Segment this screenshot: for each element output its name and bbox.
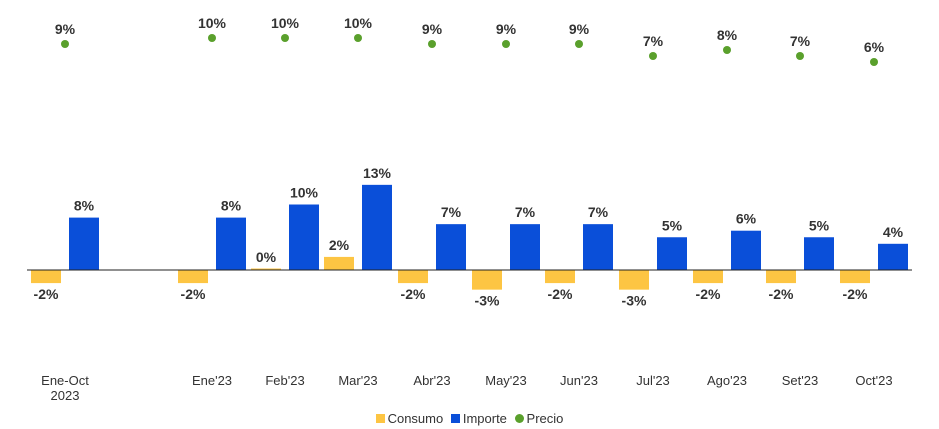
legend-swatch-consumo	[375, 413, 385, 423]
label-importe-abr-23: 7%	[441, 204, 462, 220]
bar-importe-set-23	[804, 237, 834, 270]
precio-dots-layer	[61, 34, 878, 66]
dot-precio-ene-oct-2023	[61, 40, 69, 48]
label-precio-set-23: 7%	[790, 33, 811, 49]
label-precio-oct-23: 6%	[864, 39, 885, 55]
label-importe-ene-oct-2023: 8%	[74, 198, 95, 214]
tick-label-feb-23: Feb'23	[265, 373, 304, 388]
bar-consumo-abr-23	[398, 270, 428, 284]
bar-consumo-feb-23	[251, 268, 281, 270]
dot-precio-jul-23	[649, 52, 657, 60]
data-labels-layer: -2% 8% 9% -2% 8% 10% 0% 10% 10% 2% 13% 10% -2% 7% 9% -3…	[34, 15, 904, 309]
label-importe-set-23: 5%	[809, 217, 830, 233]
bars-layer	[31, 184, 908, 290]
label-consumo-oct-23: -2%	[843, 286, 868, 302]
bar-importe-jul-23	[657, 237, 687, 270]
label-precio-feb-23: 10%	[271, 15, 300, 31]
bar-importe-jun-23	[583, 224, 613, 270]
bar-consumo-jul-23	[619, 270, 649, 290]
label-consumo-ago-23: -2%	[696, 286, 721, 302]
bar-consumo-ene-oct-2023	[31, 270, 61, 284]
label-precio-mar-23: 10%	[344, 15, 373, 31]
legend-item-importe: Importe	[450, 410, 507, 426]
bar-importe-abr-23	[436, 224, 466, 270]
tick-label-may-23: May'23	[485, 373, 527, 388]
label-importe-may-23: 7%	[515, 204, 536, 220]
legend-item-consumo: Consumo	[375, 410, 444, 426]
bar-consumo-set-23	[766, 270, 796, 284]
label-importe-ago-23: 6%	[736, 211, 757, 227]
bar-consumo-mar-23	[324, 256, 354, 270]
label-importe-mar-23: 13%	[363, 165, 392, 181]
bar-importe-mar-23	[362, 184, 392, 270]
label-consumo-mar-23: 2%	[329, 237, 350, 253]
tick-label-jul-23: Jul'23	[636, 373, 670, 388]
label-importe-ene-23: 8%	[221, 198, 242, 214]
dot-precio-feb-23	[281, 34, 289, 42]
dot-precio-abr-23	[428, 40, 436, 48]
legend-item-precio: Precio	[514, 410, 564, 426]
dot-precio-set-23	[796, 52, 804, 60]
label-precio-jul-23: 7%	[643, 33, 664, 49]
legend: Consumo Importe Precio	[0, 409, 939, 426]
tick-label-abr-23: Abr'23	[413, 373, 450, 388]
legend-label-precio: Precio	[526, 410, 564, 426]
label-consumo-feb-23: 0%	[256, 249, 277, 265]
x-axis-ticks: Ene-Oct 2023 Ene'23 Feb'23 Mar'23 Abr'23 May'2…	[41, 373, 892, 403]
label-precio-may-23: 9%	[496, 21, 517, 37]
label-consumo-abr-23: -2%	[401, 286, 426, 302]
label-importe-oct-23: 4%	[883, 224, 904, 240]
label-precio-ene-oct-2023: 9%	[55, 21, 76, 37]
tick-label-mar-23: Mar'23	[338, 373, 377, 388]
bar-importe-oct-23	[878, 243, 908, 270]
label-consumo-set-23: -2%	[769, 286, 794, 302]
dot-precio-ene-23	[208, 34, 216, 42]
dot-precio-mar-23	[354, 34, 362, 42]
label-consumo-ene-23: -2%	[181, 286, 206, 302]
tick-label-oct-23: Oct'23	[855, 373, 892, 388]
legend-label-consumo: Consumo	[387, 410, 444, 426]
label-importe-jun-23: 7%	[588, 204, 609, 220]
legend-swatch-importe	[450, 413, 460, 423]
dot-precio-jun-23	[575, 40, 583, 48]
dot-precio-ago-23	[723, 46, 731, 54]
label-importe-jul-23: 5%	[662, 217, 683, 233]
label-consumo-jun-23: -2%	[548, 286, 573, 302]
label-precio-abr-23: 9%	[422, 21, 443, 37]
label-consumo-jul-23: -3%	[622, 293, 647, 309]
bar-importe-may-23	[510, 224, 540, 270]
dot-precio-may-23	[502, 40, 510, 48]
label-consumo-may-23: -3%	[475, 293, 500, 309]
bar-consumo-ene-23	[178, 270, 208, 284]
bar-consumo-ago-23	[693, 270, 723, 284]
tick-label-ene-23: Ene'23	[192, 373, 232, 388]
label-precio-ago-23: 8%	[717, 27, 738, 43]
dot-precio-oct-23	[870, 58, 878, 66]
label-importe-feb-23: 10%	[290, 185, 319, 201]
bar-consumo-jun-23	[545, 270, 575, 284]
bar-importe-feb-23	[289, 204, 319, 270]
tick-label-ene-oct-2023: Ene-Oct 2023	[41, 373, 89, 403]
tick-label-ago-23: Ago'23	[707, 373, 747, 388]
tick-label-set-23: Set'23	[782, 373, 818, 388]
label-precio-ene-23: 10%	[198, 15, 227, 31]
legend-swatch-precio	[514, 413, 524, 423]
bar-consumo-may-23	[472, 270, 502, 290]
tick-label-jun-23: Jun'23	[560, 373, 598, 388]
label-consumo-ene-oct-2023: -2%	[34, 286, 59, 302]
bar-consumo-oct-23	[840, 270, 870, 284]
bar-importe-ene-23	[216, 217, 246, 270]
label-precio-jun-23: 9%	[569, 21, 590, 37]
bar-importe-ago-23	[731, 230, 761, 270]
bar-importe-ene-oct-2023	[69, 217, 99, 270]
legend-label-importe: Importe	[462, 410, 507, 426]
